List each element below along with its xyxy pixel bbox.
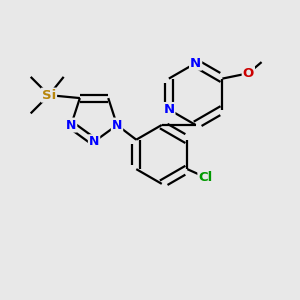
Text: N: N [190,57,201,70]
Text: N: N [89,135,99,148]
Text: N: N [112,118,122,132]
Text: Cl: Cl [198,171,213,184]
Text: Si: Si [42,88,56,102]
Text: N: N [66,118,76,132]
Text: N: N [163,103,174,116]
Text: O: O [243,67,254,80]
